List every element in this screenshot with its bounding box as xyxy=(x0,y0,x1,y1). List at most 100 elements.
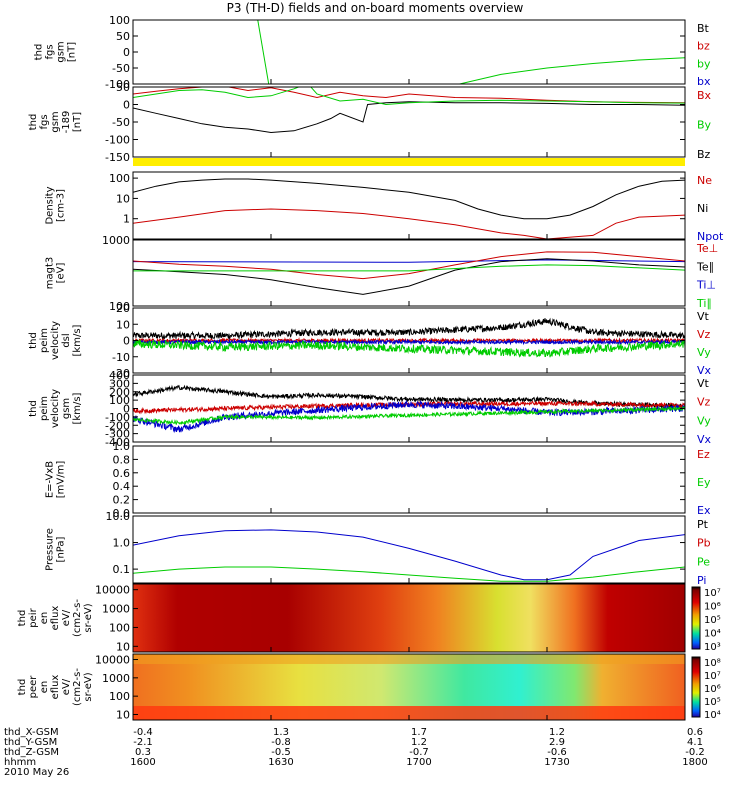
y-axis-label: [nPa] xyxy=(56,536,67,562)
y-axis-label: peim xyxy=(39,328,50,353)
time-axis-row-label: thd_Y-GSM xyxy=(4,737,57,748)
y-tick-label: 1000 xyxy=(102,603,130,616)
y-tick-label: -50 xyxy=(112,62,130,75)
y-tick-label: 300 xyxy=(109,377,130,390)
series-line-black xyxy=(133,258,685,295)
y-tick-label: 10 xyxy=(116,192,130,205)
panel-frame xyxy=(132,171,686,240)
y-axis-label: (cm2-s- xyxy=(72,599,83,637)
colorbar-label: 10⁴ xyxy=(704,710,721,721)
y-tick-label: 0.4 xyxy=(113,480,131,493)
panel-velocity: -20 -10 0 10 20 Vt Vz Vy Vx thd peim velocity dsl [km… xyxy=(28,302,712,380)
panel-frame xyxy=(132,239,686,307)
series-line-green xyxy=(133,566,685,582)
y-tick-label: 100 xyxy=(109,621,130,634)
y-axis-label: [km/s] xyxy=(72,324,83,356)
y-tick-label: -10 xyxy=(112,351,130,364)
y-axis-label: velocity xyxy=(50,389,61,428)
panel-fgs2: -150 -100 -50 0 50 Bx By Bz thd fgs gsm -189 [nT] xyxy=(28,81,712,164)
panel-density: 1 10 100 Ne Ni Npot Density [cm-3] xyxy=(45,171,724,243)
y-tick-label: 0.2 xyxy=(113,494,131,507)
time-axis-value: 1630 xyxy=(268,757,293,768)
panel-frame xyxy=(132,19,686,85)
series-line-red xyxy=(133,251,685,280)
y-axis-label: eflux xyxy=(50,675,61,700)
legend-label: Vt xyxy=(697,310,710,323)
time-axis-row-label: hhmm xyxy=(4,757,36,768)
series-line-red xyxy=(133,87,685,105)
series-line-black xyxy=(133,178,685,220)
series-line-blue xyxy=(133,338,685,346)
y-tick-label: 0.1 xyxy=(113,563,131,576)
y-tick-label: 1.0 xyxy=(113,440,131,453)
time-axis-value: 1.7 xyxy=(411,727,427,738)
time-axis-value: -0.8 xyxy=(271,737,291,748)
time-axis-value: 4.1 xyxy=(687,737,703,748)
legend-label: Pt xyxy=(697,518,709,531)
y-axis-label: eflux xyxy=(50,606,61,631)
time-axis-value: 1730 xyxy=(544,757,569,768)
y-axis-label: -189 xyxy=(61,111,72,134)
time-axis-value: -0.5 xyxy=(271,747,291,758)
y-tick-label: 50 xyxy=(116,81,130,94)
time-axis-value: 1800 xyxy=(682,757,707,768)
panel-pressure: 0.1 1.0 10.0 Pt Pb Pe Pi Pressure [nPa] xyxy=(45,510,711,587)
legend-label: Pb xyxy=(697,537,711,550)
legend-label: Npot xyxy=(697,230,724,243)
legend-label: Te⊥ xyxy=(696,242,718,255)
y-tick-label: 0.0 xyxy=(113,507,131,520)
legend-label: Pi xyxy=(697,574,706,587)
y-tick-label: 0 xyxy=(123,46,130,59)
y-tick-label: 100 xyxy=(109,14,130,27)
colorbar-label: 10⁶ xyxy=(704,684,721,695)
series-group xyxy=(133,178,685,239)
y-tick-label: 400 xyxy=(109,369,130,382)
legend-label: Ey xyxy=(697,476,711,489)
y-tick-label: 20 xyxy=(116,302,130,315)
time-axis-value: -0.4 xyxy=(133,727,153,738)
series-line-green xyxy=(133,264,685,272)
date-label: 2010 May 26 xyxy=(4,767,69,778)
y-axis-label: eV/ xyxy=(61,609,72,626)
y-tick-label: 1000 xyxy=(102,234,130,247)
y-tick-label: -100 xyxy=(105,78,130,91)
series-line-black xyxy=(133,317,685,341)
panel-temp: 100 1000 Te⊥ Te∥ Ti⊥ Ti∥ magt3 [eV] xyxy=(45,234,719,313)
legend-label: Ti⊥ xyxy=(696,279,716,292)
y-axis-label: peir xyxy=(28,607,39,627)
time-axis-value: 1700 xyxy=(406,757,431,768)
time-axis: thd_X-GSMthd_Y-GSMthd_Z-GSMhhmm-0.4-2.10… xyxy=(4,727,708,778)
y-tick-label: 1.0 xyxy=(113,537,131,550)
legend-label: Bt xyxy=(697,22,710,35)
time-axis-value: 0.3 xyxy=(135,747,151,758)
panel-fgs: -100 -50 0 50 100 Bt bz by bx thd fgs gsm [nT] xyxy=(34,14,711,91)
y-axis-label: fgs xyxy=(39,114,50,129)
y-axis-label: Density xyxy=(45,186,56,224)
legend-label: Ez xyxy=(697,448,710,461)
legend-label: Ne xyxy=(697,174,712,187)
y-tick-label: 50 xyxy=(116,30,130,43)
series-line-blue xyxy=(133,529,685,581)
y-tick-label: 0 xyxy=(123,99,130,112)
series-group xyxy=(133,87,685,134)
time-axis-value: 1.3 xyxy=(273,727,289,738)
status-bar xyxy=(133,158,685,166)
y-axis-label: magt3 xyxy=(45,257,56,290)
legend-label: By xyxy=(697,118,712,131)
y-tick-label: -100 xyxy=(105,411,130,424)
legend-label: Vx xyxy=(697,433,712,446)
y-axis-label: thd xyxy=(28,114,39,131)
time-axis-value: 1600 xyxy=(130,757,155,768)
series-group xyxy=(133,529,685,582)
panel-peer: 10 100 1000 10000 10⁸ 10⁷ 10⁶ 10⁵ 10⁴ thd peer en ef… xyxy=(17,653,721,721)
colorbar-label: 10⁵ xyxy=(704,615,721,626)
legend-label: bz xyxy=(697,40,710,53)
time-axis-value: -0.7 xyxy=(409,747,429,758)
y-axis-label: [km/s] xyxy=(72,392,83,424)
y-axis-label: [nT] xyxy=(67,42,78,62)
legend-label: Vz xyxy=(697,396,711,409)
time-axis-value: 1.2 xyxy=(549,727,565,738)
y-tick-label: 10 xyxy=(116,708,130,721)
